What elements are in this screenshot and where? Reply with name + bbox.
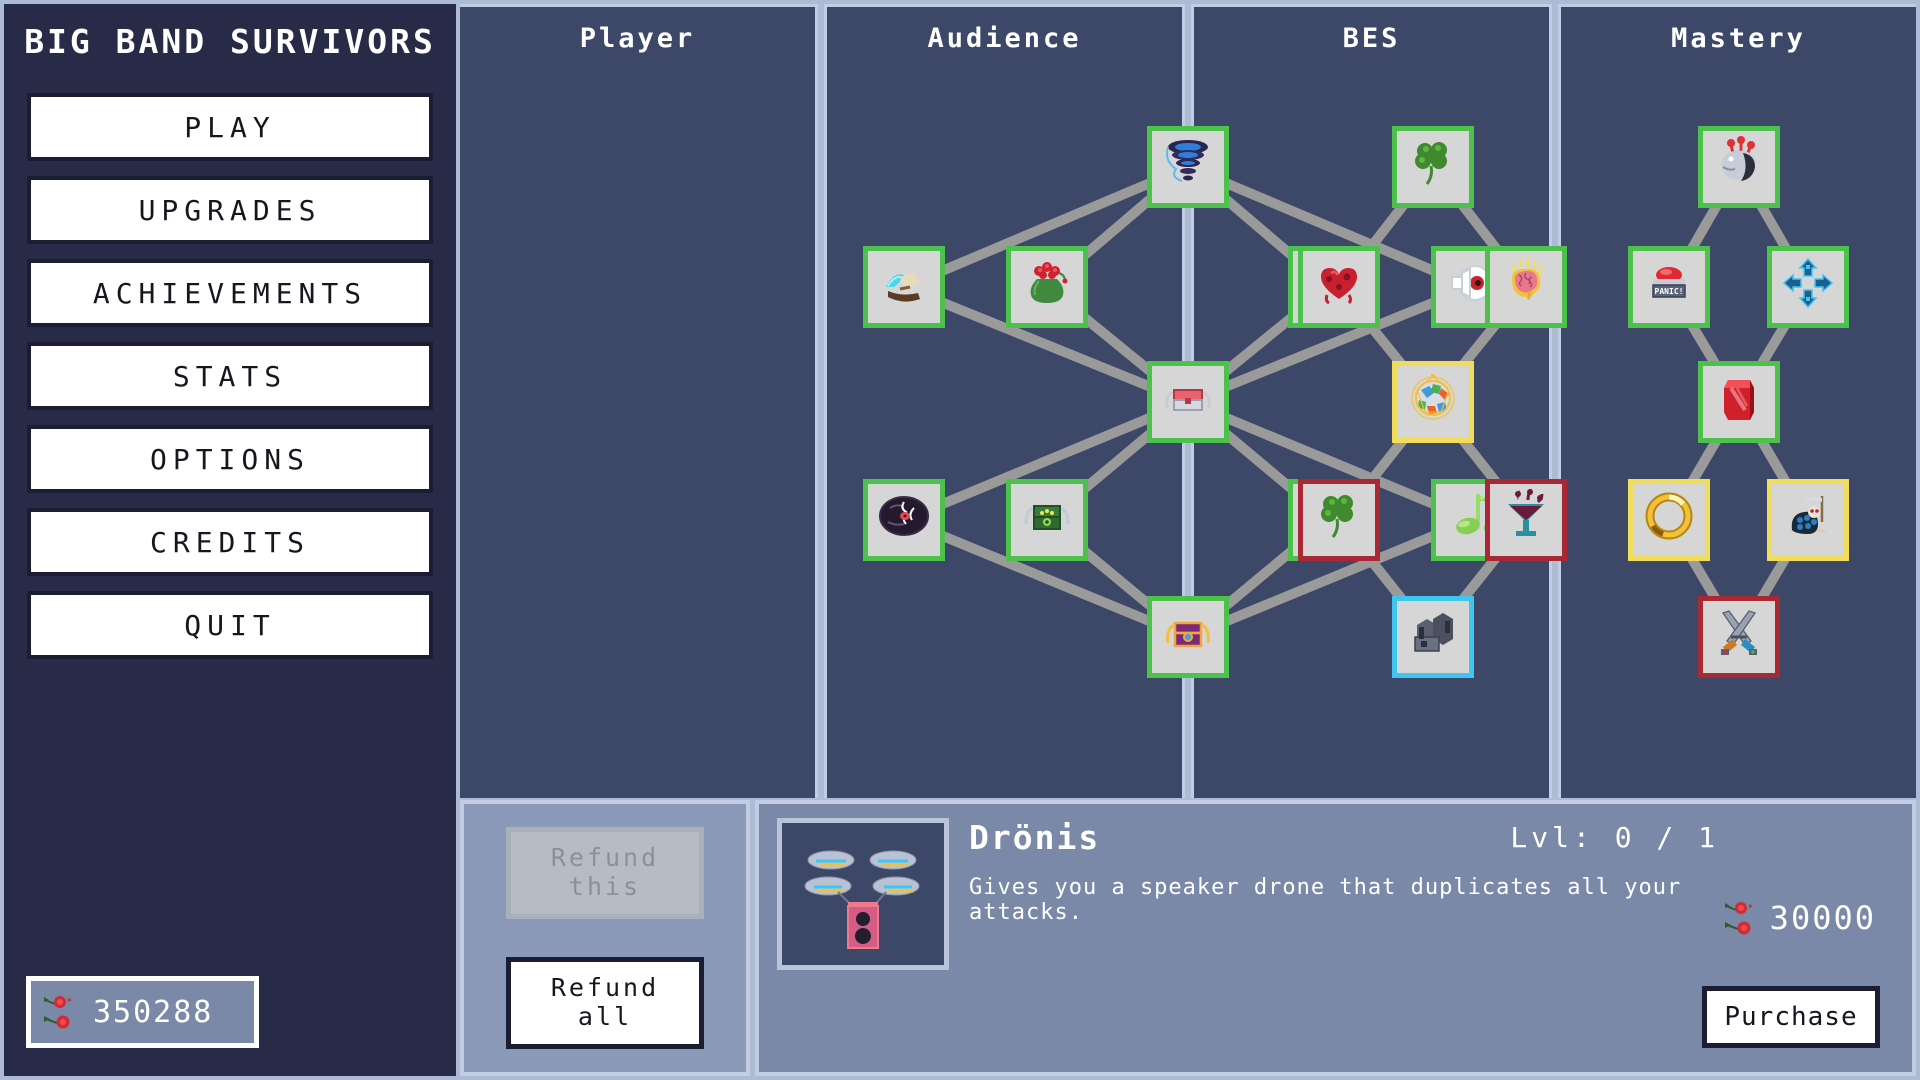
tree-column-mastery: Mastery PANIC! [1558,4,1916,798]
dpad-arrows-icon [1778,253,1838,321]
upgrade-node-amplifier[interactable] [1391,596,1474,678]
game-title: BIG BAND SURVIVORS [24,22,436,61]
tree-nodes [1194,54,1567,798]
upgrade-node-cocktail[interactable] [1484,479,1567,561]
detail-header: Drönis [969,818,1894,857]
tree-column-player: PlayerPOWER [460,4,1513,798]
bleeding-heart-icon [1309,253,1369,321]
jester-helm-icon [1709,133,1769,201]
upgrade-name: Drönis [969,818,1101,857]
tree-column-title: Mastery [1671,23,1806,54]
menu-button-achievements[interactable]: ACHIEVEMENTS [27,259,433,327]
amplifier-icon [1403,603,1463,671]
speaker-drone-icon [777,818,949,970]
orb-globe-icon [1403,368,1463,436]
rose-icon [41,988,81,1036]
tornado-icon [1158,133,1218,201]
upgrade-node-red-gem[interactable] [1697,361,1780,443]
red-chest-icon [1158,368,1218,436]
upgrade-node-panic-button[interactable]: PANIC! [1628,246,1711,328]
gold-ring-icon [1639,486,1699,554]
bottom-bar: Refund this Refund all [460,800,1916,1076]
upgrade-node-treasure-chest[interactable] [1147,596,1229,678]
tree-column-title: Player [579,23,696,54]
upgrade-tree-columns: PlayerPOWERAudience BES Mastery PANIC! [460,4,1916,798]
upgrade-node-rose-bag[interactable] [1006,246,1089,328]
menu-button-upgrades[interactable]: UPGRADES [27,176,433,244]
rose-bag-icon [1017,253,1077,321]
detail-text: Drönis Lvl: 0 / 1 Gives you a speaker dr… [949,818,1894,1058]
upgrade-node-brain[interactable] [1484,246,1567,328]
upgrade-description: Gives you a speaker drone that duplicate… [969,875,1682,926]
winged-sandal-icon [874,253,934,321]
main-menu: PLAY UPGRADES ACHIEVEMENTS STATS OPTIONS CRED… [27,93,433,659]
price-row: 30000 [1722,894,1876,942]
upgrade-node-reaper-snail[interactable] [1766,479,1849,561]
rose-icon [1722,894,1762,942]
red-gem-icon [1709,368,1769,436]
crossed-swords-icon [1709,603,1769,671]
detail-panel: Drönis Lvl: 0 / 1 Gives you a speaker dr… [755,800,1916,1076]
upgrade-node-clover-leaf[interactable] [1298,479,1381,561]
upgrade-node-jester-helm[interactable] [1697,126,1780,208]
tree-nodes: POWER [460,54,1513,798]
menu-button-play[interactable]: PLAY [27,93,433,161]
upgrade-node-vinyl-record[interactable] [863,479,946,561]
tree-nodes: PANIC! [1561,54,1916,798]
currency-value: 350288 [93,994,214,1030]
reaper-snail-icon [1778,486,1838,554]
svg-text:PANIC!: PANIC! [1655,287,1684,296]
vinyl-record-icon [874,486,934,554]
upgrade-level: Lvl: 0 / 1 [1510,821,1719,854]
upgrade-node-tornado[interactable] [1147,126,1229,208]
upgrade-node-orb-globe[interactable] [1391,361,1474,443]
upgrade-node-crossed-swords[interactable] [1697,596,1780,678]
toxic-chest-icon [1017,486,1077,554]
tree-column-title: BES [1342,23,1401,54]
menu-button-quit[interactable]: QUIT [27,591,433,659]
menu-button-credits[interactable]: CREDITS [27,508,433,576]
upgrade-node-clover[interactable] [1391,126,1474,208]
tree-column-bes: BES [1191,4,1567,798]
sidebar: BIG BAND SURVIVORS PLAY UPGRADES ACHIEVEME… [4,4,456,1076]
upgrade-node-dpad-arrows[interactable] [1766,246,1849,328]
upgrade-price: 30000 [1769,899,1876,937]
menu-button-stats[interactable]: STATS [27,342,433,410]
menu-button-options[interactable]: OPTIONS [27,425,433,493]
tree-column-title: Audience [927,23,1082,54]
upgrade-node-winged-sandal[interactable] [863,246,946,328]
cocktail-icon [1496,486,1556,554]
brain-icon [1496,253,1556,321]
refund-panel: Refund this Refund all [460,800,750,1076]
panic-button-icon: PANIC! [1639,253,1699,321]
clover-icon [1403,133,1463,201]
upgrade-node-gold-ring[interactable] [1628,479,1711,561]
upgrade-node-red-chest[interactable] [1147,361,1229,443]
purchase-button[interactable]: Purchase [1702,986,1880,1048]
upgrade-node-bleeding-heart[interactable] [1298,246,1381,328]
refund-this-button[interactable]: Refund this [506,827,704,919]
clover-leaf-icon [1309,486,1369,554]
refund-all-button[interactable]: Refund all [506,957,704,1049]
currency-display: 350288 [26,976,259,1048]
tree-column-audience: Audience [824,4,1370,798]
upgrade-node-toxic-chest[interactable] [1006,479,1089,561]
treasure-chest-icon [1158,603,1218,671]
